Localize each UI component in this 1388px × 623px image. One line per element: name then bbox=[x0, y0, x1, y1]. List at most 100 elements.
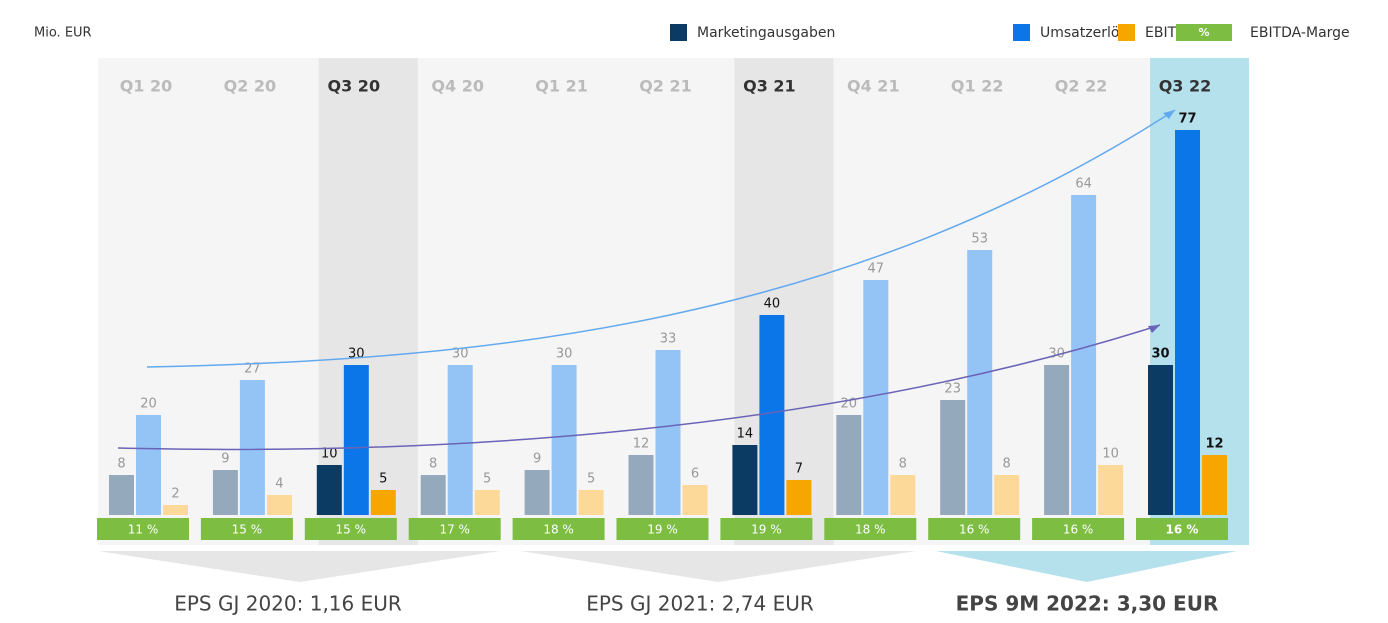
arrow-head bbox=[1163, 110, 1175, 119]
margin-label: 16 % bbox=[959, 523, 990, 537]
value-label: 64 bbox=[1075, 177, 1092, 192]
bar bbox=[1148, 365, 1173, 515]
value-label: 30 bbox=[348, 347, 365, 362]
value-label: 7 bbox=[795, 462, 803, 477]
value-label: 4 bbox=[275, 477, 283, 492]
bar bbox=[578, 490, 604, 515]
bar bbox=[370, 490, 396, 515]
value-label: 5 bbox=[587, 472, 595, 487]
bar bbox=[212, 470, 238, 515]
bar bbox=[994, 475, 1020, 515]
bar bbox=[1175, 130, 1200, 515]
category-label: Q1 22 bbox=[951, 77, 1004, 96]
margin-label: 16 % bbox=[1063, 523, 1094, 537]
bracket bbox=[936, 551, 1237, 582]
annotation: EPS GJ 2020: 1,16 EUR bbox=[174, 592, 402, 616]
unit-label: Mio. EUR bbox=[34, 26, 92, 41]
margin-box bbox=[200, 518, 293, 540]
bar bbox=[1202, 455, 1227, 515]
value-label: 33 bbox=[660, 332, 677, 347]
value-label: 9 bbox=[221, 452, 229, 467]
legend-swatch bbox=[1118, 24, 1135, 41]
value-label: 53 bbox=[971, 232, 988, 247]
value-label: 8 bbox=[899, 457, 907, 472]
value-label: 23 bbox=[944, 382, 961, 397]
bar bbox=[163, 505, 188, 515]
value-label: 8 bbox=[117, 457, 125, 472]
value-label: 20 bbox=[140, 397, 157, 412]
revenue-trend-arrow bbox=[146, 109, 1176, 368]
value-label: 30 bbox=[556, 347, 573, 362]
category-label: Q1 20 bbox=[120, 77, 173, 96]
bar bbox=[1071, 195, 1097, 515]
value-label: 77 bbox=[1178, 112, 1196, 127]
category-label: Q3 22 bbox=[1159, 77, 1212, 96]
margin-box bbox=[512, 518, 605, 540]
value-label: 10 bbox=[321, 447, 338, 462]
category-label: Q2 20 bbox=[224, 77, 277, 96]
value-label: 47 bbox=[868, 262, 885, 277]
margin-box bbox=[97, 518, 189, 540]
legend-label: EBITDA-Marge bbox=[1250, 25, 1350, 41]
legend-symbol: % bbox=[1198, 26, 1209, 39]
category-label: Q3 20 bbox=[328, 77, 381, 96]
bar bbox=[1098, 465, 1124, 515]
value-label: 14 bbox=[737, 427, 754, 442]
margin-label: 11 % bbox=[128, 523, 159, 537]
bar bbox=[890, 475, 916, 515]
bar bbox=[343, 365, 369, 515]
bracket bbox=[98, 551, 500, 582]
legend-label: Marketingausgaben bbox=[697, 25, 835, 41]
bar bbox=[239, 380, 265, 515]
bar bbox=[682, 485, 708, 515]
margin-label: 17 % bbox=[439, 523, 470, 537]
bar bbox=[447, 365, 473, 515]
bar bbox=[786, 480, 812, 515]
margin-label: 19 % bbox=[751, 523, 782, 537]
legend-swatch bbox=[1176, 24, 1232, 41]
value-label: 12 bbox=[1205, 437, 1223, 452]
value-label: 6 bbox=[691, 467, 699, 482]
margin-box bbox=[616, 518, 709, 540]
bar bbox=[420, 475, 446, 515]
bar bbox=[551, 365, 577, 515]
margin-label: 15 % bbox=[232, 523, 263, 537]
value-label: 27 bbox=[244, 362, 261, 377]
bar bbox=[1044, 365, 1070, 515]
bar bbox=[836, 415, 862, 515]
margin-box bbox=[1136, 518, 1228, 540]
bar bbox=[628, 455, 654, 515]
bar bbox=[316, 465, 342, 515]
annotation: EPS GJ 2021: 2,74 EUR bbox=[586, 592, 814, 616]
value-label: 8 bbox=[1003, 457, 1011, 472]
value-label: 12 bbox=[633, 437, 650, 452]
margin-label: 15 % bbox=[336, 523, 367, 537]
bar bbox=[940, 400, 966, 515]
bracket bbox=[520, 551, 916, 582]
bar bbox=[474, 490, 500, 515]
category-label: Q1 21 bbox=[535, 77, 588, 96]
bar bbox=[109, 475, 134, 515]
margin-box bbox=[408, 518, 501, 540]
value-label: 5 bbox=[379, 472, 387, 487]
legend-label: Umsatzerlöse bbox=[1040, 25, 1135, 41]
bar bbox=[136, 415, 161, 515]
margin-label: 16 % bbox=[1166, 523, 1199, 537]
bar bbox=[759, 315, 785, 515]
annotation: EPS 9M 2022: 3,30 EUR bbox=[956, 592, 1219, 616]
bar bbox=[967, 250, 993, 515]
bar bbox=[655, 350, 681, 515]
arrow-head bbox=[1148, 325, 1160, 333]
legend-swatch bbox=[1013, 24, 1030, 41]
value-label: 9 bbox=[533, 452, 541, 467]
margin-box bbox=[304, 518, 397, 540]
value-label: 40 bbox=[764, 297, 781, 312]
bar bbox=[266, 495, 292, 515]
bar bbox=[732, 445, 758, 515]
margin-label: 19 % bbox=[647, 523, 678, 537]
value-label: 8 bbox=[429, 457, 437, 472]
margin-label: 18 % bbox=[543, 523, 574, 537]
value-label: 5 bbox=[483, 472, 491, 487]
category-label: Q3 21 bbox=[743, 77, 796, 96]
